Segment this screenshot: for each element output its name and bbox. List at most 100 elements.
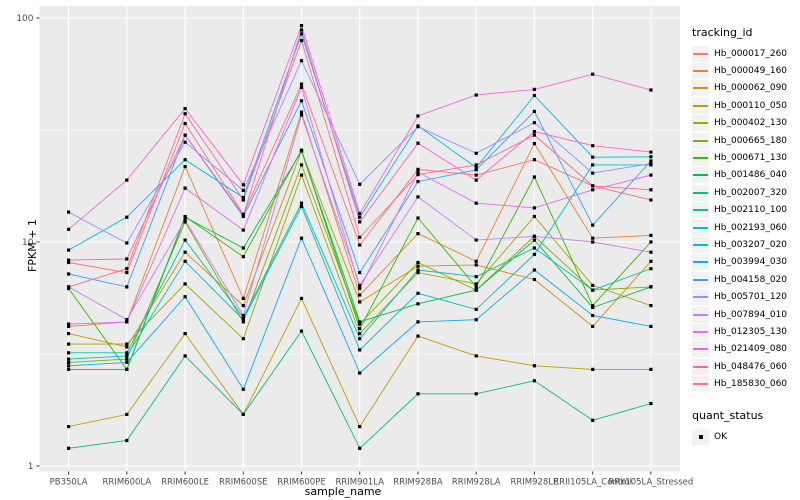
legend-item-Hb_000665_180: Hb_000665_180 [692, 132, 800, 149]
data-point-marker [591, 155, 595, 159]
data-point-marker [299, 39, 304, 43]
data-point-marker [299, 99, 304, 103]
data-point-marker [532, 214, 536, 219]
data-point-marker [591, 171, 595, 175]
data-point-marker [358, 322, 362, 326]
data-point-marker [241, 195, 245, 200]
data-point-marker [474, 201, 478, 205]
y-axis-title: FPKM + 1 [25, 219, 39, 272]
legend-item-label: Hb_021409_080 [714, 344, 788, 355]
legend-item-quant-OK: OK [692, 428, 800, 445]
data-point-marker [67, 260, 71, 265]
legend-key-line-icon [692, 97, 709, 114]
data-point-marker [183, 158, 187, 162]
data-point-marker [416, 334, 420, 338]
legend-item-Hb_005701_120: Hb_005701_120 [692, 288, 800, 306]
data-point-marker [591, 313, 595, 318]
data-point-marker [416, 271, 420, 275]
data-point-marker [532, 364, 536, 368]
data-point-marker [416, 320, 420, 324]
data-point-marker [299, 113, 304, 117]
legend-key-line-icon [692, 132, 709, 149]
y-tick-label: 1 [28, 462, 34, 472]
data-point-marker [125, 178, 129, 182]
data-point-marker [474, 238, 478, 242]
legend-item-label: Hb_003994_030 [714, 257, 788, 268]
data-point-marker [649, 233, 653, 237]
data-point-marker [241, 315, 245, 320]
data-point-marker [532, 130, 536, 134]
data-point-marker [67, 285, 71, 289]
data-point-marker [416, 141, 420, 145]
x-tick-label: PB350LA [50, 478, 88, 488]
data-point-marker [532, 234, 536, 238]
data-point-marker [125, 241, 129, 245]
data-point-marker [183, 354, 187, 358]
data-point-marker [299, 204, 304, 209]
legend-item-Hb_012305_130: Hb_012305_130 [692, 323, 800, 340]
legend-item-Hb_000402_130: Hb_000402_130 [692, 115, 800, 132]
data-point-marker [67, 227, 71, 231]
data-point-marker [299, 296, 304, 300]
data-point-marker [474, 318, 478, 322]
legend-title-tracking-id: tracking_id [692, 26, 753, 39]
legend-item-label: Hb_005701_120 [714, 292, 788, 303]
data-point-marker [649, 159, 653, 163]
data-point-marker [474, 263, 478, 267]
data-point-marker [125, 342, 129, 346]
data-point-marker [183, 218, 187, 222]
data-point-marker [67, 322, 71, 326]
legend-key-line-icon [692, 306, 709, 323]
data-point-marker [358, 293, 362, 297]
data-point-marker [358, 337, 362, 341]
data-point-marker [67, 360, 71, 364]
legend-item-label: Hb_007894_010 [714, 309, 788, 320]
legend-item-label: Hb_000671_130 [714, 153, 788, 164]
data-point-marker [532, 175, 536, 179]
data-point-marker [358, 220, 362, 224]
data-point-marker [125, 438, 129, 443]
data-point-marker [649, 285, 653, 289]
data-point-marker [358, 327, 362, 331]
data-point-marker [416, 268, 420, 272]
legend-item-Hb_185830_060: Hb_185830_060 [692, 375, 800, 393]
data-point-marker [125, 345, 129, 349]
data-point-marker [591, 188, 595, 192]
legend-item-Hb_000110_050: Hb_000110_050 [692, 97, 800, 114]
data-point-marker [649, 324, 653, 328]
data-point-marker [474, 275, 478, 279]
data-point-marker [241, 255, 245, 259]
data-point-marker [591, 304, 595, 308]
data-point-marker [299, 329, 304, 333]
data-point-marker [67, 425, 71, 429]
data-point-marker [358, 286, 362, 291]
y-tick-label: 10 [22, 238, 34, 248]
legend-key-square-icon [692, 428, 709, 445]
data-point-marker [125, 318, 129, 322]
data-point-marker [183, 215, 187, 219]
legend-item-label: Hb_000665_180 [714, 135, 788, 146]
data-point-marker [649, 267, 653, 271]
data-point-marker [591, 223, 595, 227]
data-point-marker [183, 107, 187, 111]
legend-item-label: Hb_048476_060 [714, 361, 788, 372]
data-point-marker [591, 305, 595, 310]
data-point-marker [649, 259, 653, 263]
legend-key-line-icon [692, 376, 709, 393]
legend-item-label: Hb_185830_060 [714, 379, 788, 390]
data-point-marker [241, 246, 245, 250]
legend-key-line-icon [692, 202, 709, 219]
data-point-marker [358, 425, 362, 429]
data-point-marker [591, 72, 595, 76]
data-point-marker [183, 250, 187, 254]
legend-item-label: OK [714, 431, 727, 442]
data-point-marker [358, 300, 362, 304]
x-tick-label: RRIM600LE [161, 478, 209, 488]
legend-item-label: Hb_003207_020 [714, 239, 788, 250]
data-point-marker [241, 198, 245, 202]
legend-key-line-icon [692, 167, 709, 184]
data-point-marker [299, 163, 304, 167]
legend-item-label: Hb_000110_050 [714, 100, 788, 111]
legend-key-line-icon [692, 150, 709, 167]
data-point-marker [649, 188, 653, 192]
